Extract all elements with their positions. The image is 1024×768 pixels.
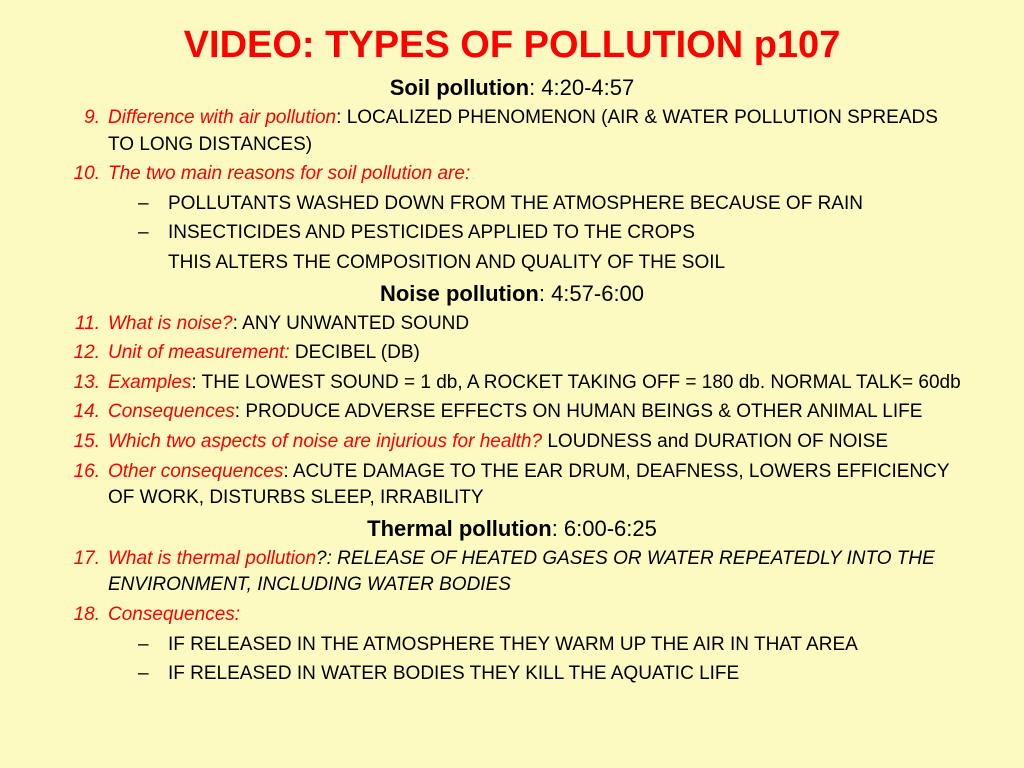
item-sep: ?	[532, 431, 548, 452]
sub-list: POLLUTANTS WASHED DOWN FROM THE ATMOSPHE…	[108, 191, 964, 247]
item-question: Unit of measurement:	[108, 342, 290, 363]
item-10: 10. The two main reasons for soil pollut…	[108, 161, 964, 276]
item-answer: ANY UNWANTED SOUND	[242, 313, 469, 334]
item-answer: THE LOWEST SOUND = 1 db, A ROCKET TAKING…	[202, 372, 961, 393]
item-answer: PRODUCE ADVERSE EFFECTS ON HUMAN BEINGS …	[245, 401, 922, 422]
item-question: Consequences	[108, 604, 235, 625]
item-number: 10.	[60, 161, 100, 188]
item-number: 17.	[60, 546, 100, 573]
item-number: 13.	[60, 370, 100, 397]
item-18: 18. Consequences: IF RELEASED IN THE ATM…	[108, 602, 964, 688]
item-answer: DECIBEL (DB)	[295, 342, 420, 363]
item-number: 14.	[60, 399, 100, 426]
item-list: 11. What is noise?: ANY UNWANTED SOUND 1…	[60, 311, 964, 512]
item-16: 16. Other consequences: ACUTE DAMAGE TO …	[108, 459, 964, 512]
item-12: 12. Unit of measurement: DECIBEL (DB)	[108, 340, 964, 367]
section-soil-time: : 4:20-4:57	[529, 75, 634, 100]
item-17: 17. What is thermal pollution?: RELEASE …	[108, 546, 964, 599]
item-question: What is noise?	[108, 313, 233, 334]
section-noise-time: : 4:57-6:00	[539, 281, 644, 306]
item-number: 11.	[60, 311, 100, 338]
sub-bullet: POLLUTANTS WASHED DOWN FROM THE ATMOSPHE…	[168, 191, 964, 218]
item-number: 18.	[60, 602, 100, 629]
item-sep: :	[191, 372, 201, 393]
item-question: The two main reasons for soil pollution …	[108, 163, 465, 184]
item-number: 15.	[60, 429, 100, 456]
section-noise: Noise pollution: 4:57-6:00	[60, 281, 964, 307]
item-13: 13. Examples: THE LOWEST SOUND = 1 db, A…	[108, 370, 964, 397]
item-15: 15. Which two aspects of noise are injur…	[108, 429, 964, 456]
item-answer: LOUDNESS and DURATION OF NOISE	[547, 431, 888, 452]
section-thermal-label: Thermal pollution	[367, 516, 552, 541]
item-sep: :	[235, 604, 240, 625]
item-11: 11. What is noise?: ANY UNWANTED SOUND	[108, 311, 964, 338]
sub-bullet: IF RELEASED IN WATER BODIES THEY KILL TH…	[168, 661, 964, 688]
sub-bullet: INSECTICIDES AND PESTICIDES APPLIED TO T…	[168, 220, 964, 247]
item-9: 9. Difference with air pollution: LOCALI…	[108, 105, 964, 158]
item-question: Difference with air pollution	[108, 107, 336, 128]
item-list: 9. Difference with air pollution: LOCALI…	[60, 105, 964, 277]
item-sep: :	[465, 163, 470, 184]
section-thermal: Thermal pollution: 6:00-6:25	[60, 516, 964, 542]
followup-text: THIS ALTERS THE COMPOSITION AND QUALITY …	[108, 250, 964, 277]
item-number: 12.	[60, 340, 100, 367]
item-sep: :	[283, 461, 293, 482]
item-question: What is thermal pollution	[108, 548, 316, 569]
item-list: 17. What is thermal pollution?: RELEASE …	[60, 546, 964, 688]
item-number: 16.	[60, 459, 100, 486]
sub-list: IF RELEASED IN THE ATMOSPHERE THEY WARM …	[108, 632, 964, 688]
item-sep: :	[233, 313, 243, 334]
section-soil-label: Soil pollution	[390, 75, 529, 100]
item-14: 14. Consequences: PRODUCE ADVERSE EFFECT…	[108, 399, 964, 426]
sub-bullet: IF RELEASED IN THE ATMOSPHERE THEY WARM …	[168, 632, 964, 659]
item-question: Consequences	[108, 401, 235, 422]
item-sep: :	[336, 107, 347, 128]
section-thermal-time: : 6:00-6:25	[552, 516, 657, 541]
item-number: 9.	[60, 105, 100, 132]
section-noise-label: Noise pollution	[380, 281, 539, 306]
item-question: Other consequences	[108, 461, 283, 482]
item-question: Examples	[108, 372, 191, 393]
section-soil: Soil pollution: 4:20-4:57	[60, 75, 964, 101]
item-sep: :	[235, 401, 246, 422]
page-title: VIDEO: TYPES OF POLLUTION p107	[60, 24, 964, 67]
item-question: Which two aspects of noise are injurious…	[108, 431, 532, 452]
